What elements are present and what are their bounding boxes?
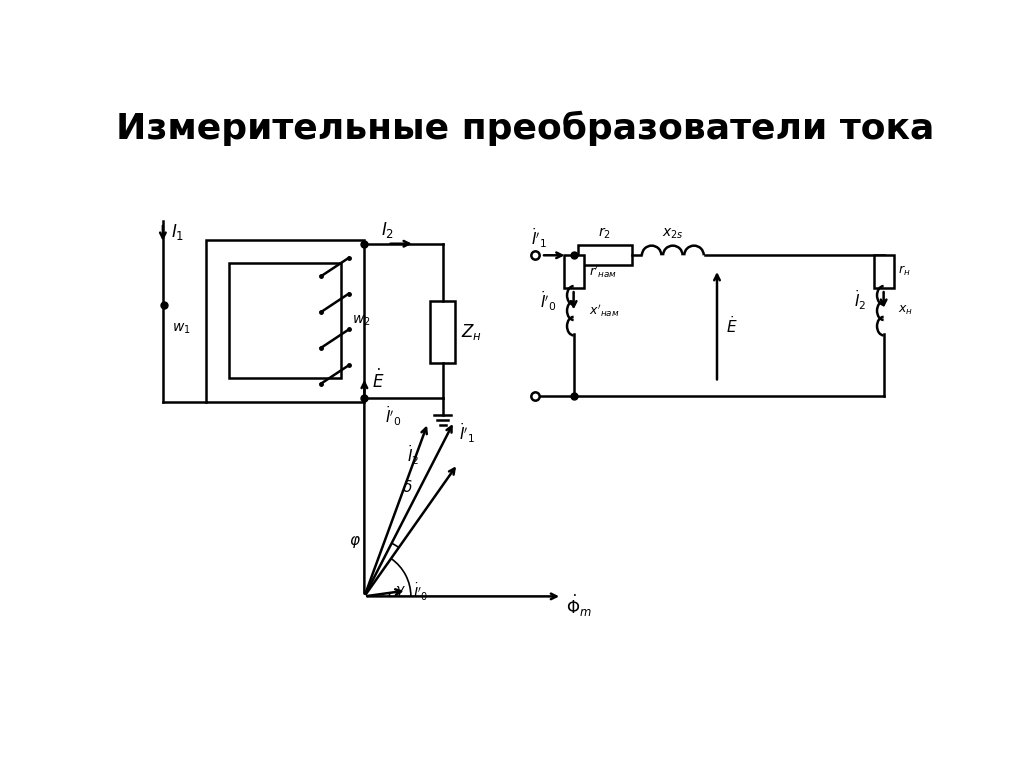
Text: $I_2$: $I_2$ [381, 220, 394, 240]
Bar [430, 301, 455, 363]
Text: $\dot{I}'_1$: $\dot{I}'_1$ [459, 421, 475, 445]
Text: $\dot{\Phi}_m$: $\dot{\Phi}_m$ [566, 594, 592, 620]
Text: $r'_{нам}$: $r'_{нам}$ [589, 263, 617, 280]
Text: $\dot{E}$: $\dot{E}$ [726, 315, 738, 336]
Text: $\varphi$: $\varphi$ [348, 535, 360, 551]
Text: $x'_{нам}$: $x'_{нам}$ [589, 302, 620, 319]
Text: $\delta$: $\delta$ [401, 479, 413, 495]
Text: $x_{2s}$: $x_{2s}$ [662, 226, 684, 241]
Text: $\dot{I}'_0$: $\dot{I}'_0$ [541, 289, 557, 312]
Bar [873, 255, 894, 288]
Bar [206, 240, 365, 402]
Text: $x_н$: $x_н$ [898, 304, 912, 318]
Text: $\dot{I}_2$: $\dot{I}_2$ [408, 443, 420, 466]
Text: $\dot{I}'_0$: $\dot{I}'_0$ [413, 581, 428, 603]
Bar [578, 245, 632, 265]
Text: $w_2$: $w_2$ [352, 314, 371, 328]
Bar [228, 263, 341, 378]
Text: $\dot{I}'_1$: $\dot{I}'_1$ [531, 226, 547, 250]
Text: $\gamma$: $\gamma$ [395, 584, 407, 599]
Text: $I_1$: $I_1$ [171, 222, 184, 242]
Bar [563, 255, 584, 288]
Text: $\dot{E}$: $\dot{E}$ [372, 369, 385, 393]
Text: $r_н$: $r_н$ [898, 265, 910, 278]
Text: $\dot{I}_2$: $\dot{I}_2$ [854, 288, 866, 311]
Text: $Z_н$: $Z_н$ [461, 322, 482, 342]
Text: $\dot{I}'_0$: $\dot{I}'_0$ [385, 405, 400, 429]
Text: $w_1$: $w_1$ [172, 321, 190, 336]
Text: $r_2$: $r_2$ [598, 226, 611, 242]
Text: Измерительные преобразователи тока: Измерительные преобразователи тока [116, 110, 934, 146]
